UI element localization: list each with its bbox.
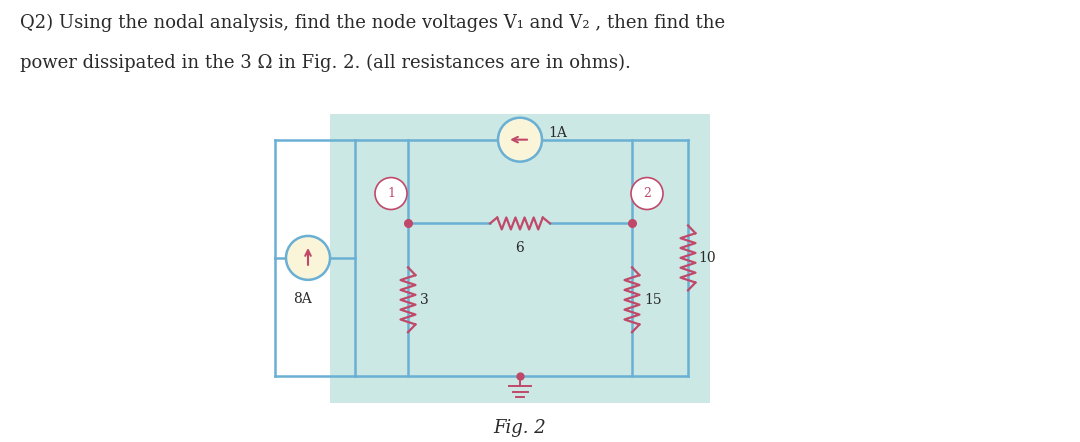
Text: 1: 1 (387, 187, 395, 200)
Circle shape (286, 236, 330, 280)
Text: 6: 6 (515, 241, 525, 255)
Text: 2: 2 (643, 187, 651, 200)
Circle shape (631, 178, 663, 210)
Circle shape (498, 118, 542, 162)
Text: 10: 10 (698, 251, 716, 265)
Text: Q2) Using the nodal analysis, find the node voltages V₁ and V₂ , then find the: Q2) Using the nodal analysis, find the n… (21, 14, 725, 32)
Text: power dissipated in the 3 Ω in Fig. 2. (all resistances are in ohms).: power dissipated in the 3 Ω in Fig. 2. (… (21, 54, 631, 72)
Text: 15: 15 (644, 293, 662, 307)
Text: 1A: 1A (548, 126, 567, 140)
Circle shape (375, 178, 407, 210)
Text: 8A: 8A (294, 292, 312, 306)
Text: 3: 3 (420, 293, 429, 307)
FancyBboxPatch shape (330, 114, 710, 403)
Text: Fig. 2: Fig. 2 (494, 419, 546, 437)
